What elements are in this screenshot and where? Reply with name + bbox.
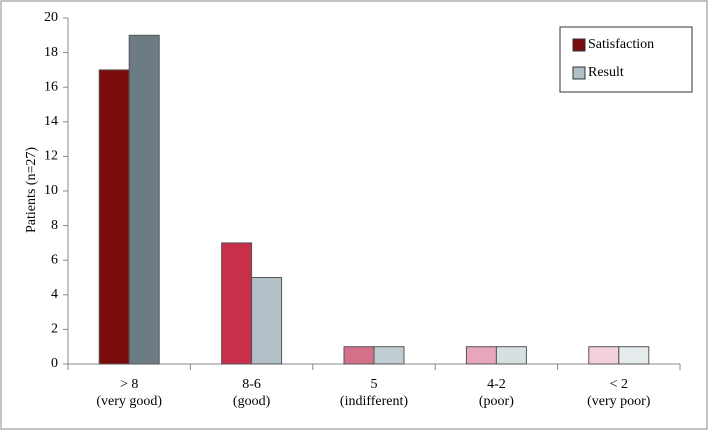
y-tick-label: 20 xyxy=(44,10,58,25)
y-tick-label: 0 xyxy=(51,356,58,371)
x-tick-label: (poor) xyxy=(479,394,514,409)
bar xyxy=(618,346,650,365)
legend-label: Satisfaction xyxy=(588,37,654,52)
x-tick-label: (indifferent) xyxy=(340,394,408,409)
bar xyxy=(98,69,130,365)
y-tick-label: 12 xyxy=(44,149,58,164)
legend-box xyxy=(559,26,693,93)
y-tick-label: 18 xyxy=(44,45,58,60)
y-tick-label: 14 xyxy=(44,114,58,129)
y-tick-label: 4 xyxy=(51,287,58,302)
bar xyxy=(251,277,283,365)
y-tick-label: 2 xyxy=(51,322,58,337)
y-axis-label: Patients (n=27) xyxy=(24,147,39,233)
bar xyxy=(373,346,405,365)
x-tick-label: 8-6 xyxy=(242,377,261,392)
x-tick-label: > 8 xyxy=(120,377,138,392)
y-tick-label: 6 xyxy=(51,252,58,267)
x-tick-label: < 2 xyxy=(610,377,628,392)
x-tick-label: 5 xyxy=(371,377,378,392)
x-tick-label: (good) xyxy=(233,394,271,409)
x-tick-label: 4-2 xyxy=(487,377,506,392)
y-tick-label: 16 xyxy=(44,79,58,94)
y-tick-label: 10 xyxy=(44,183,58,198)
y-tick-label: 8 xyxy=(51,218,58,233)
x-tick-label: (very good) xyxy=(96,394,162,409)
legend-swatch xyxy=(572,66,586,80)
x-tick-label: (very poor) xyxy=(587,394,651,409)
legend-swatch xyxy=(572,38,586,52)
bar xyxy=(128,34,160,365)
bar xyxy=(221,242,253,365)
bar xyxy=(465,346,497,365)
legend-label: Result xyxy=(588,65,624,80)
bar xyxy=(588,346,620,365)
bar xyxy=(495,346,527,365)
bar xyxy=(343,346,375,365)
